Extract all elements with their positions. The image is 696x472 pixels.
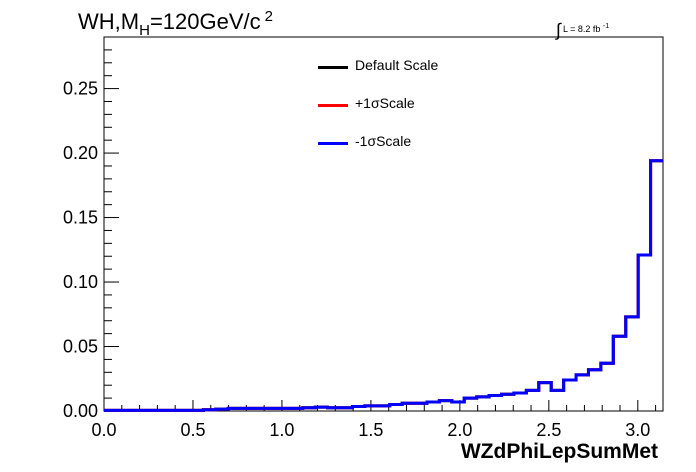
x-tick-label: 3.0 <box>625 420 650 440</box>
series-line-2 <box>104 159 663 412</box>
y-tick-label: 0.15 <box>63 208 98 228</box>
y-tick-label: 0.20 <box>63 143 98 163</box>
legend-swatch <box>318 104 348 107</box>
legend-item-minus1sigma: -1σScale <box>318 133 498 171</box>
x-tick-label: 2.5 <box>536 420 561 440</box>
legend-label: Default Scale <box>355 57 439 73</box>
legend-swatch <box>318 66 348 69</box>
y-tick-label: 0.05 <box>63 337 98 357</box>
lumi-exponent: -1 <box>602 23 610 30</box>
plot-title: WH,MH=120GeV/c 2 <box>78 8 273 39</box>
y-tick-label: 0.10 <box>63 272 98 292</box>
x-tick-label: 1.5 <box>358 420 383 440</box>
plot-frame <box>103 36 664 412</box>
series-line-1 <box>104 159 663 412</box>
title-subscript: H <box>139 22 150 39</box>
series-group <box>104 159 663 412</box>
legend-item-default: Default Scale <box>318 57 498 95</box>
legend-item-plus1sigma: +1σScale <box>318 95 498 133</box>
y-axis-ticks: 0.00 0.05 0.10 0.15 0.20 0.25 <box>63 36 119 421</box>
x-tick-label: 0.0 <box>91 420 116 440</box>
lumi-text: L = 8.2 fb <box>562 24 601 34</box>
y-tick-label: 0.25 <box>63 79 98 99</box>
x-axis-ticks: 0.0 0.5 1.0 1.5 2.0 2.5 3.0 <box>91 400 657 440</box>
integral-sign: ∫ <box>556 20 561 40</box>
legend-swatch <box>318 142 348 145</box>
y-tick-label: 0.00 <box>63 401 98 421</box>
legend: Default Scale +1σScale -1σScale <box>318 57 498 171</box>
x-axis-label: WZdPhiLepSumMet <box>460 440 658 463</box>
title-superscript: 2 <box>264 8 273 25</box>
x-tick-label: 0.5 <box>180 420 205 440</box>
title-rest-text: =120GeV/c <box>149 9 261 34</box>
x-tick-label: 1.0 <box>269 420 294 440</box>
luminosity-label: ∫ L = 8.2 fb -1 <box>556 16 610 40</box>
series-line-0 <box>104 159 663 412</box>
legend-label: +1σScale <box>355 95 415 111</box>
title-main-text: WH,M <box>78 9 140 34</box>
legend-label: -1σScale <box>355 133 412 149</box>
x-tick-label: 2.0 <box>447 420 472 440</box>
